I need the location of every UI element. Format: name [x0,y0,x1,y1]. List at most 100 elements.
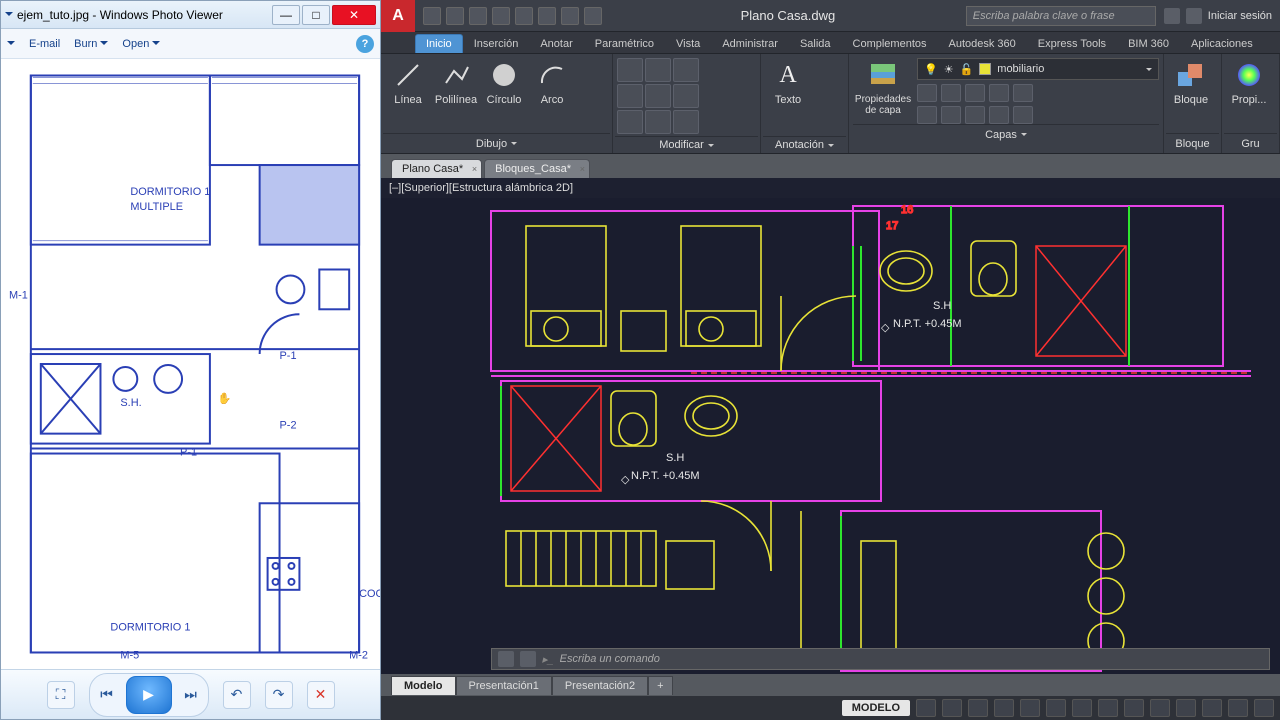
trim-icon[interactable] [673,58,699,82]
ribbon-tab-autodesk 360[interactable]: Autodesk 360 [938,34,1027,53]
move-icon[interactable] [617,58,643,82]
layer-tool-icon[interactable] [965,106,985,124]
command-line[interactable]: ▸_ Escriba un comando [491,648,1270,670]
rotate-icon[interactable] [645,58,671,82]
tab-add[interactable]: + [648,676,672,695]
ribbon-tab-paramétrico[interactable]: Paramétrico [584,34,665,53]
props-button[interactable]: Propi... [1226,58,1272,106]
next-button[interactable]: ⏭ [176,680,206,710]
pv-titlebar[interactable]: ejem_tuto.jpg - Windows Photo Viewer — □… [1,1,380,29]
ribbon-tab-inicio[interactable]: Inicio [415,34,463,53]
custom-icon[interactable] [1254,699,1274,717]
rotate-cw-button[interactable]: ↷ [265,681,293,709]
tab-layout2[interactable]: Presentación2 [552,676,648,695]
ribbon-tab-bim 360[interactable]: BIM 360 [1117,34,1180,53]
qat-plot-icon[interactable] [515,7,533,25]
cmd-config-icon[interactable] [520,651,536,667]
osnap-toggle-icon[interactable] [1020,699,1040,717]
close-button[interactable]: ✕ [332,5,376,25]
layer-tool-icon[interactable] [917,106,937,124]
ortho-toggle-icon[interactable] [968,699,988,717]
qat-open-icon[interactable] [446,7,464,25]
array-icon[interactable] [673,110,699,134]
annoscale-icon[interactable] [1124,699,1144,717]
cmd-close-icon[interactable] [498,651,514,667]
circle-button[interactable]: Círculo [481,58,527,106]
erase-icon[interactable] [705,58,731,82]
maximize-button[interactable]: □ [302,5,330,25]
rotate-ccw-button[interactable]: ↶ [223,681,251,709]
table-icon[interactable] [813,110,839,134]
hardware-icon[interactable] [1176,699,1196,717]
qat-undo-icon[interactable] [538,7,556,25]
stretch-icon[interactable] [617,110,643,134]
transparency-icon[interactable] [1072,699,1092,717]
close-tab-icon[interactable]: × [472,164,477,174]
qat-more-icon[interactable] [584,7,602,25]
layer-tool-icon[interactable] [917,84,937,102]
leader-icon[interactable] [813,84,839,108]
clean-icon[interactable] [1228,699,1248,717]
model-indicator[interactable]: MODELO [842,700,910,716]
block-button[interactable]: Bloque [1168,58,1214,106]
tab-layout1[interactable]: Presentación1 [456,676,552,695]
signin-icon[interactable] [1186,8,1202,24]
polyline-button[interactable]: Polilínea [433,58,479,106]
minimize-button[interactable]: — [272,5,300,25]
offset-icon[interactable] [705,110,731,134]
layer-tool-icon[interactable] [965,84,985,102]
close-tab-icon[interactable]: × [580,164,585,174]
ribbon-tab-aplicaciones[interactable]: Aplicaciones [1180,34,1264,53]
signin-label[interactable]: Iniciar sesión [1208,10,1272,22]
lwt-toggle-icon[interactable] [1046,699,1066,717]
polar-toggle-icon[interactable] [994,699,1014,717]
file-tab[interactable]: Plano Casa*× [391,159,482,178]
layer-tool-icon[interactable] [1013,84,1033,102]
layer-tool-icon[interactable] [941,84,961,102]
ribbon-tab-administrar[interactable]: Administrar [711,34,789,53]
scale-icon[interactable] [645,110,671,134]
snap-toggle-icon[interactable] [942,699,962,717]
drawing-canvas[interactable]: 16 17 [381,198,1280,674]
mirror-icon[interactable] [645,84,671,108]
search-input[interactable]: Escriba palabra clave o frase [966,6,1156,26]
copy-icon[interactable] [617,84,643,108]
line-button[interactable]: Línea [385,58,431,106]
qat-saveas-icon[interactable] [492,7,510,25]
text-button[interactable]: ATexto [765,58,811,106]
layer-tool-icon[interactable] [941,106,961,124]
layer-combo[interactable]: 💡 ☀ 🔓 mobiliario [917,58,1159,80]
fillet-icon[interactable] [673,84,699,108]
delete-button[interactable]: ✕ [307,681,335,709]
pv-file-dropdown[interactable] [7,38,15,49]
email-button[interactable]: E-mail [29,38,60,50]
actual-size-button[interactable]: ⛶ [47,681,75,709]
arc-button[interactable]: Arco [529,58,575,106]
qat-redo-icon[interactable] [561,7,579,25]
explode-icon[interactable] [705,84,731,108]
ribbon-tab-express tools[interactable]: Express Tools [1027,34,1117,53]
viewport-label[interactable]: [–][Superior][Estructura alámbrica 2D] [381,178,1280,198]
infocenter-icon[interactable] [1164,8,1180,24]
qat-save-icon[interactable] [469,7,487,25]
ribbon-tab-anotar[interactable]: Anotar [529,34,583,53]
layer-tool-icon[interactable] [1013,106,1033,124]
file-tab[interactable]: Bloques_Casa*× [484,159,590,178]
ribbon-tab-complementos[interactable]: Complementos [842,34,938,53]
ribbon-tab-vista[interactable]: Vista [665,34,711,53]
ribbon-tab-inserción[interactable]: Inserción [463,34,530,53]
prev-button[interactable]: ⏮ [92,680,122,710]
autocad-logo-icon[interactable]: A [381,0,415,32]
layer-tool-icon[interactable] [989,106,1009,124]
pv-app-menu-icon[interactable] [5,12,13,20]
workspace-icon[interactable] [1150,699,1170,717]
slideshow-button[interactable]: ▶ [126,676,172,714]
burn-button[interactable]: Burn [74,38,108,50]
dim-icon[interactable] [813,58,839,82]
isolate-icon[interactable] [1202,699,1222,717]
grid-toggle-icon[interactable] [916,699,936,717]
layer-tool-icon[interactable] [989,84,1009,102]
layer-props-button[interactable]: Propiedades de capa [853,58,913,124]
open-button[interactable]: Open [122,38,160,50]
qat-new-icon[interactable] [423,7,441,25]
